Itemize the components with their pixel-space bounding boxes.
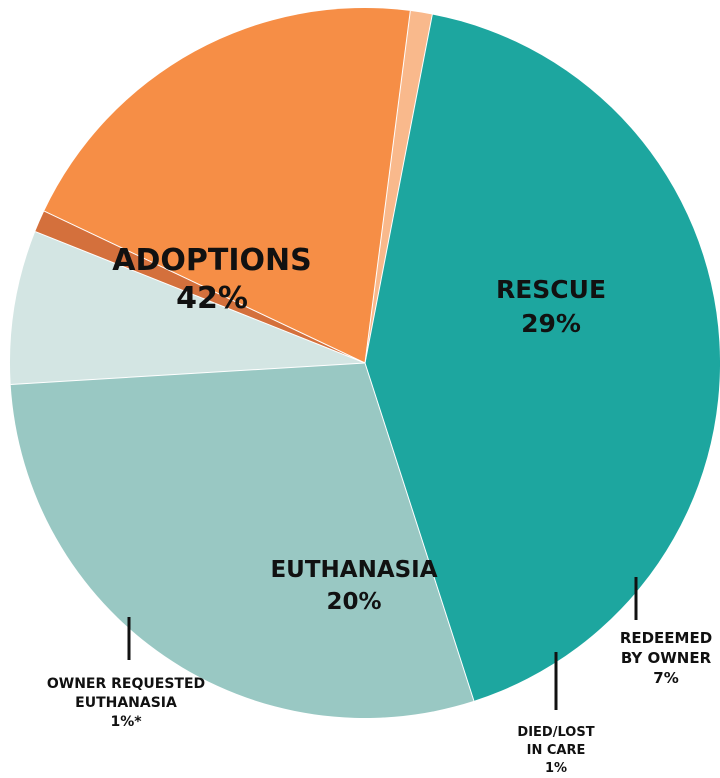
slice-name-adoptions: ADOPTIONS [112,243,311,278]
slice-name-owner-requested-euthanasia: OWNER REQUESTED [47,676,205,692]
slice-separator [364,14,433,364]
slice-value-rescue: 29% [521,309,581,338]
slice-value-euthanasia: 20% [326,589,381,615]
slice-separator [10,362,366,385]
slice-label-redeemed-by-owner: REDEEMED BY OWNER 7% [620,629,712,687]
slice-label-adoptions: ADOPTIONS 42% [112,243,311,316]
slice-name-died-lost-in-care: IN CARE [527,743,586,758]
slice-labels: ADOPTIONS 42% RESCUE 29% REDEEMED BY OWNER 7% D… [47,243,712,776]
slice-name-rescue: RESCUE [496,275,606,304]
leader-lines [127,577,638,710]
pie-slice-redeemed-by-owner [9,231,366,385]
slice-name-redeemed-by-owner: BY OWNER [621,649,712,667]
slice-separator [43,210,366,364]
pie-slices [9,7,720,719]
pie-slice-died-lost-in-care [35,211,365,363]
slice-name-died-lost-in-care: DIED/LOST [517,725,594,740]
slice-name-euthanasia: EUTHANASIA [270,557,437,583]
slice-separator [35,231,366,364]
slice-value-owner-requested-euthanasia: 1%* [110,714,142,730]
slice-label-owner-requested-euthanasia: OWNER REQUESTED EUTHANASIA 1%* [47,676,205,730]
pie-slice-adoptions [365,14,720,701]
slice-value-redeemed-by-owner: 7% [653,669,678,687]
slice-separator [364,10,411,364]
slice-separator [364,362,475,702]
pie-slice-euthanasia [44,7,411,364]
slice-label-euthanasia: EUTHANASIA 20% [270,557,437,615]
slice-name-redeemed-by-owner: REDEEMED [620,629,712,647]
pie-slice-rescue [10,363,474,719]
slice-label-died-lost-in-care: DIED/LOST IN CARE 1% [517,725,594,776]
slice-label-rescue: RESCUE 29% [496,275,606,338]
slice-value-died-lost-in-care: 1% [545,761,567,776]
slice-name-owner-requested-euthanasia: EUTHANASIA [75,695,177,711]
slice-value-adoptions: 42% [176,281,248,316]
